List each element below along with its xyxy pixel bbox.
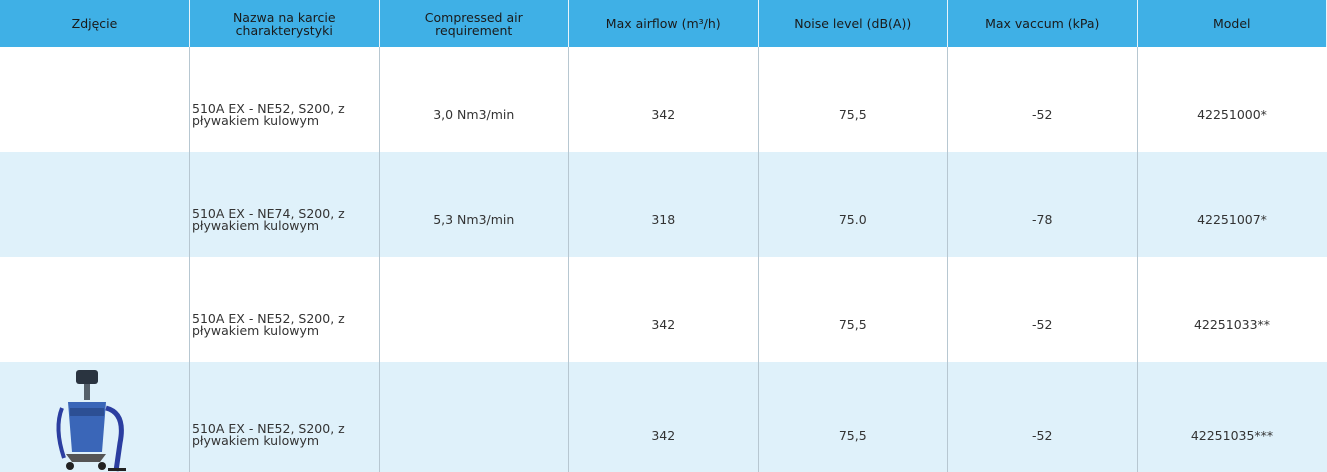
- header-cell: Max airflow (m³/h): [568, 0, 759, 47]
- vacuum-cell: -52: [947, 362, 1137, 472]
- name-cell: 510A EX - NE52, S200, z pływakiem kulowy…: [189, 362, 379, 472]
- header-cell: Model: [1137, 0, 1327, 47]
- air-cell: [378, 362, 569, 472]
- header-cell: Max vaccum (kPa): [947, 0, 1138, 47]
- airflow-cell: 342: [568, 47, 758, 152]
- model-cell: 42251007*: [1136, 152, 1327, 257]
- header-cell: Noise level (dB(A)): [758, 0, 948, 47]
- header-cell: Compressed air requirement: [379, 0, 569, 47]
- airflow-cell: 342: [568, 257, 758, 362]
- vacuum-cell: -78: [947, 152, 1137, 257]
- table-row: 510A EX - NE74, S200, z pływakiem kulowy…: [0, 152, 1327, 257]
- header-cell: Nazwa na karcie charakterystyki: [189, 0, 380, 47]
- noise-cell: 75,5: [757, 257, 948, 362]
- air-cell: 5,3 Nm3/min: [378, 152, 569, 257]
- noise-cell: 75.0: [757, 152, 948, 257]
- noise-cell: 75,5: [757, 362, 948, 472]
- photo-cell: [0, 152, 190, 257]
- air-cell: [378, 257, 569, 362]
- photo-cell: [0, 362, 190, 472]
- vacuum-photo: [56, 370, 126, 472]
- table-body: 510A EX - NE52, S200, z pływakiem kulowy…: [0, 47, 1327, 472]
- name-cell: 510A EX - NE52, S200, z pływakiem kulowy…: [189, 47, 379, 152]
- vacuum-cell: -52: [947, 257, 1137, 362]
- airflow-cell: 318: [568, 152, 758, 257]
- photo-cell: [0, 47, 190, 152]
- table-row: 510A EX - NE52, S200, z pływakiem kulowy…: [0, 257, 1327, 362]
- photo-cell: [0, 257, 190, 362]
- model-cell: 42251035***: [1136, 362, 1327, 472]
- air-cell: 3,0 Nm3/min: [378, 47, 569, 152]
- header-row: Zdjęcie Nazwa na karcie charakterystyki Co…: [0, 0, 1327, 47]
- table-row: 510A EX - NE52, S200, z pływakiem kulowy…: [0, 47, 1327, 152]
- vacuum-cell: -52: [947, 47, 1137, 152]
- noise-cell: 75,5: [757, 47, 948, 152]
- name-cell: 510A EX - NE74, S200, z pływakiem kulowy…: [189, 152, 379, 257]
- header-cell: Zdjęcie: [0, 0, 190, 47]
- model-cell: 42251000*: [1136, 47, 1327, 152]
- airflow-cell: 342: [568, 362, 758, 472]
- table-row: 510A EX - NE52, S200, z pływakiem kulowy…: [0, 362, 1327, 472]
- model-cell: 42251033**: [1136, 257, 1327, 362]
- name-cell: 510A EX - NE52, S200, z pływakiem kulowy…: [189, 257, 379, 362]
